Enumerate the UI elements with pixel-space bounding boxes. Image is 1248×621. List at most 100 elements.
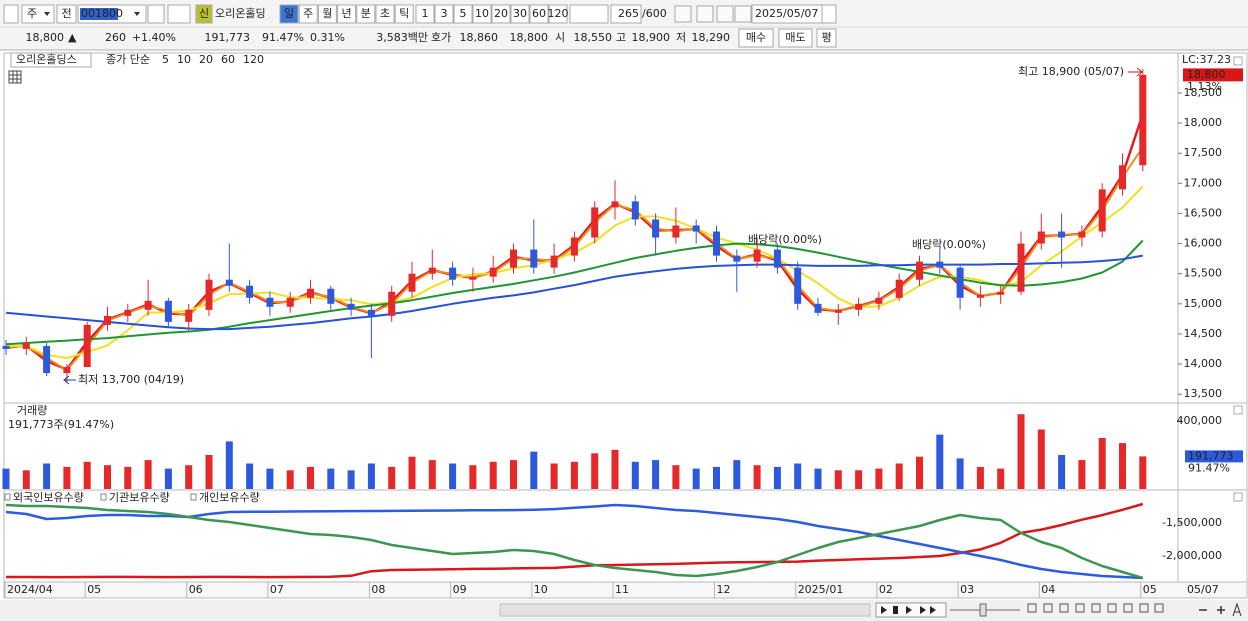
candle-body [1119,165,1126,190]
annotation-arrow [63,375,76,385]
last-volume-marker [1185,450,1243,463]
count-input[interactable] [610,4,642,24]
tool-button[interactable] [696,5,714,23]
candle-body [530,249,538,268]
code: 001800 [81,7,123,20]
x-tick-label: 2024/04 [7,583,53,596]
candle-body [388,291,396,316]
quote-volume: 191,773 [205,31,251,44]
tool-button[interactable] [674,5,692,23]
annotation-dividend: 배당락(0.00%) [748,233,822,246]
interval-button[interactable] [491,4,511,24]
quote-high: 18,900 [632,31,671,44]
volume-bar [104,465,111,489]
scrollbar[interactable] [499,603,871,617]
date: 2025/05/07 [755,7,818,20]
mode-button[interactable] [56,4,77,24]
candle-body [936,261,944,268]
panel-close[interactable] [1233,405,1243,415]
interval-button[interactable] [434,4,454,24]
candle-body [672,225,680,238]
sound-button[interactable] [167,4,191,24]
interval-button[interactable] [529,4,549,24]
period-button[interactable] [298,4,318,24]
x-tick-label: 03 [960,583,974,596]
panel-close[interactable] [1233,56,1243,66]
dropdown-arrow [134,12,140,16]
annotation-high: 최고 18,900 (05/07) [1018,65,1124,78]
zoom-handle[interactable] [979,603,987,617]
interval-button[interactable] [453,4,473,24]
period-button[interactable] [394,4,414,24]
buy-label[interactable]: 매수 [746,31,766,44]
interval-button[interactable] [415,4,435,24]
volume-bar [286,470,294,489]
volume-bar [469,465,477,489]
volume-bar [916,456,923,489]
interval-select[interactable] [569,4,609,24]
candle-body [83,324,91,368]
candle-body [347,303,355,310]
volume-bar [185,465,193,489]
y-tick-label: 18,500 [1184,86,1223,99]
candle-body [753,249,761,262]
period-button[interactable] [337,4,357,24]
x-tick-label: 02 [879,583,893,596]
buy-button[interactable] [738,28,774,48]
interval-button[interactable] [510,4,530,24]
interval-button[interactable] [548,4,568,24]
zoom-icons[interactable] [1199,606,1225,614]
quote-volume-ratio: 91.47% [262,31,304,44]
x-tick-label: 2025/01 [798,583,844,596]
holding-line [6,502,1144,579]
average-label[interactable]: 평 [821,31,831,44]
market-select[interactable] [21,4,55,24]
font-icon[interactable] [1232,602,1242,617]
chart-layer: 주 전 001800 신 오리온홀딩 일 주 월 년 분 초 틱 1 3 5 10 20 30 60 120 265/6… [2,4,1243,598]
legend-entry: 120 [243,53,264,66]
period-button[interactable] [356,4,376,24]
candle-body [2,345,10,349]
candle-body [733,255,741,262]
tool-button[interactable] [734,5,752,23]
interval-button[interactable] [472,4,492,24]
search-button[interactable] [147,4,165,24]
candle-body [286,297,294,307]
period-button[interactable] [279,4,299,24]
x-tick-label: 12 [717,583,731,596]
volume-bar [307,466,314,489]
menu-icon[interactable] [3,4,19,24]
candle-body [997,291,1005,295]
interval-label: 5 [460,7,467,20]
y-tick-label: 16,000 [1184,237,1223,250]
date-dropdown[interactable] [821,4,837,24]
volume-bar [1119,443,1126,489]
volume-bar [794,463,802,489]
quote-bid-label: 호가 [431,31,451,44]
candle-body [1037,231,1045,244]
sell-button[interactable] [778,28,813,48]
average-button[interactable] [816,28,837,48]
panel-close[interactable] [1233,492,1243,502]
candle-body [144,300,152,310]
volume-bar [164,468,172,489]
annotation-arrow [1128,67,1143,77]
tool-button[interactable] [716,5,734,23]
volume-bar [246,463,254,489]
period-label: 분 [361,7,371,20]
volume-bar [1139,456,1147,489]
sell-label[interactable]: 매도 [785,31,805,44]
period-button[interactable] [375,4,395,24]
candle-body [22,342,30,349]
tool-icons[interactable] [1027,603,1164,613]
candle-body [1078,231,1086,238]
quote-amount: 3,583백만 [376,31,428,44]
table-icon[interactable] [8,70,22,84]
period-button[interactable] [317,4,337,24]
candle-body [428,267,436,274]
volume-bar [936,434,944,489]
volume-bar [530,451,538,489]
legend-entry: 5 [162,53,169,66]
new-badge[interactable] [195,4,213,24]
